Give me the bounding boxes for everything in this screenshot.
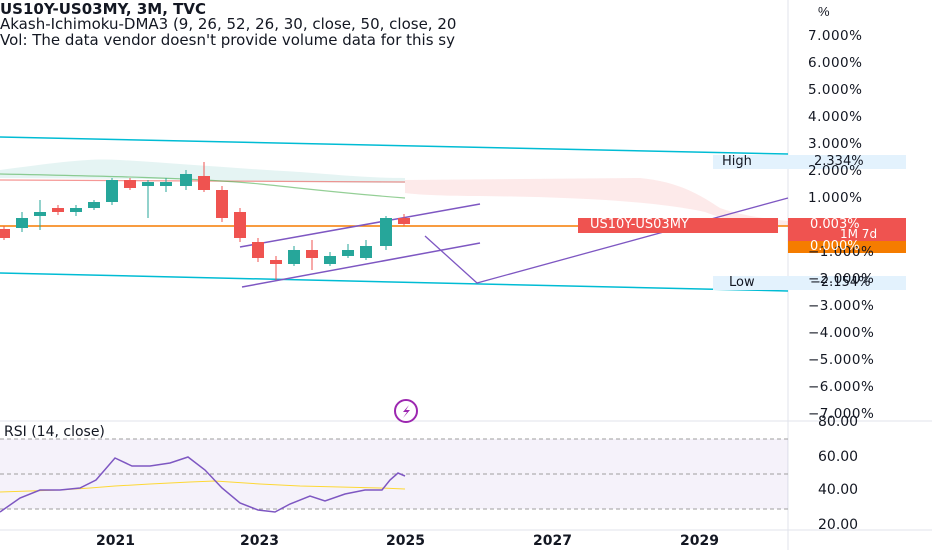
time-tick-2027: 2027 [533,533,572,549]
candle-body [216,190,228,218]
price-tick-label: 5.000% [808,82,863,98]
price-tick-label: 4.000% [808,109,863,125]
candle-body [52,208,64,212]
symbol-label-bg [578,218,778,233]
price-tick-label: −6.000% [808,379,875,395]
price-tick-label: −7.000% [808,406,875,422]
candle-body [124,180,136,188]
rsi-tick-40: 40.00 [818,482,859,498]
rsi-ma-line [0,480,406,493]
channel-upper-line[interactable] [0,136,789,155]
candle-body [252,242,264,258]
high-marker-value: 2.334% [814,154,864,169]
candlestick-series [0,162,410,280]
last-price-badge-bg [788,218,906,242]
candle-body [398,218,410,224]
time-tick-2023: 2023 [240,533,279,549]
rsi-line [0,456,406,513]
low-marker-label: Low [729,275,755,290]
ichimoku-cloud-bull [0,159,405,183]
candle-body [324,256,336,264]
price-tick-label: −5.000% [808,352,875,368]
candle-body [88,202,100,208]
last-price-value: 0.003% [810,217,860,232]
ichimoku-cloud-bear [405,178,788,226]
price-tick-label: 2.000% [808,163,863,179]
candle-body [288,250,300,264]
indicator-legend[interactable]: Akash-Ichimoku-DMA3 (9, 26, 52, 26, 30, … [0,15,457,33]
secondary-price-badge-bg [788,241,906,253]
price-tick-label: −3.000% [808,298,875,314]
channel-lower-line[interactable] [0,272,789,292]
candle-body [160,182,172,186]
candle-body [234,212,246,238]
candle-body [306,250,318,258]
rsi-legend-title[interactable]: RSI (14, close) [4,424,105,440]
ichimoku-line-green [0,173,406,199]
price-tick-label: −4.000% [808,325,875,341]
high-marker-bg [713,155,906,169]
low-marker-bg [713,276,906,290]
candle-body [16,218,28,228]
candle-body [180,174,192,186]
high-marker-label: High [722,154,752,169]
lightning-bolt-icon [403,405,410,418]
price-tick-label: 6.000% [808,55,863,71]
low-marker-value: −2.154% [810,275,871,290]
rsi-tick-60: 60.00 [818,449,859,465]
rsi-tick-20: 20.00 [818,517,859,533]
candle-body [380,218,392,246]
price-scale-unit-button[interactable]: % [818,4,830,19]
secondary-price-value: 0.000% [810,239,860,254]
symbol-legend-title[interactable]: US10Y-US03MY, 3M, TVC [0,0,206,18]
time-tick-2025: 2025 [386,533,425,549]
time-tick-2029: 2029 [680,533,719,549]
candle-body [270,260,282,264]
candle-body [34,212,46,216]
candle-body [198,176,210,190]
price-tick-label: −1.000% [808,244,875,260]
bar-countdown: 1M 7d [840,227,878,241]
projection-path[interactable] [424,197,789,284]
volume-legend[interactable]: Vol: The data vendor doesn't provide vol… [0,31,455,49]
candle-body [360,246,372,258]
candle-body [106,180,118,202]
price-tick-label: 3.000% [808,136,863,152]
price-tick-label: 7.000% [808,28,863,44]
price-tick-label: −2.000% [808,271,875,287]
price-tick-label: 1.000% [808,190,863,206]
candle-body [70,208,82,212]
price-axis-bg [788,0,932,550]
rsi-tick-80: 80.00 [818,414,859,430]
candle-body [142,182,154,186]
candle-body [0,229,10,238]
candle-body [342,250,354,256]
symbol-price-label: US10Y-US03MY [590,217,689,232]
pattern-upper-line[interactable] [239,203,481,248]
time-tick-2021: 2021 [96,533,135,549]
